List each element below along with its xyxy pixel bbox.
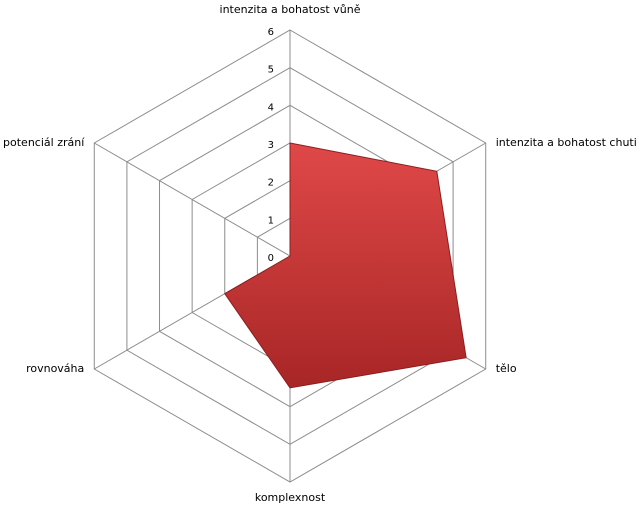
category-label: intenzita a bohatost vůně — [220, 3, 361, 16]
series-area — [224, 142, 467, 389]
tick-label: 4 — [268, 102, 274, 113]
tick-label: 0 — [268, 253, 274, 264]
tick-label: 2 — [268, 178, 274, 189]
axis-spoke — [94, 142, 291, 257]
tick-label: 1 — [268, 215, 274, 226]
category-label: potenciál zrání — [3, 136, 85, 149]
category-label: tělo — [496, 362, 517, 375]
category-label: intenzita a bohatost chuti — [496, 136, 637, 149]
category-label: komplexnost — [255, 491, 326, 504]
tick-label: 3 — [268, 140, 274, 151]
category-label: rovnováha — [26, 362, 84, 375]
tick-label: 5 — [268, 65, 274, 76]
tick-label: 6 — [268, 27, 274, 38]
